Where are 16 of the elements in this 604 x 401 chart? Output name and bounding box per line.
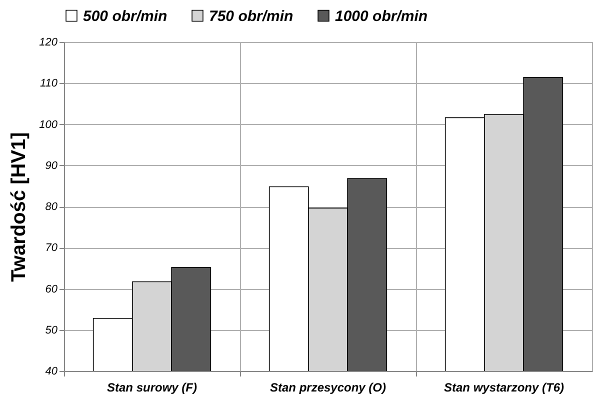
legend-label: 1000 obr/min xyxy=(335,8,428,25)
y-tick-label: 120 xyxy=(39,36,58,48)
y-tick-label: 50 xyxy=(45,324,58,336)
x-tick-label: Stan wystarzony (T6) xyxy=(444,380,564,394)
legend-label: 500 obr/min xyxy=(83,8,168,25)
y-tick-label: 110 xyxy=(40,78,58,90)
y-tick-label: 70 xyxy=(45,242,58,254)
y-axis-title: Twardość [HV1] xyxy=(8,132,30,282)
x-tick-label: Stan surowy (F) xyxy=(106,380,198,394)
legend-label: 750 obr/min xyxy=(209,8,294,25)
y-tick-label: 80 xyxy=(45,201,58,213)
y-tick-label: 90 xyxy=(45,160,58,172)
y-tick-label: 40 xyxy=(45,366,58,378)
x-tick-label: Stan przesycony (O) xyxy=(270,380,386,394)
y-tick-label: 60 xyxy=(45,283,58,296)
y-tick-label: 100 xyxy=(39,118,58,131)
